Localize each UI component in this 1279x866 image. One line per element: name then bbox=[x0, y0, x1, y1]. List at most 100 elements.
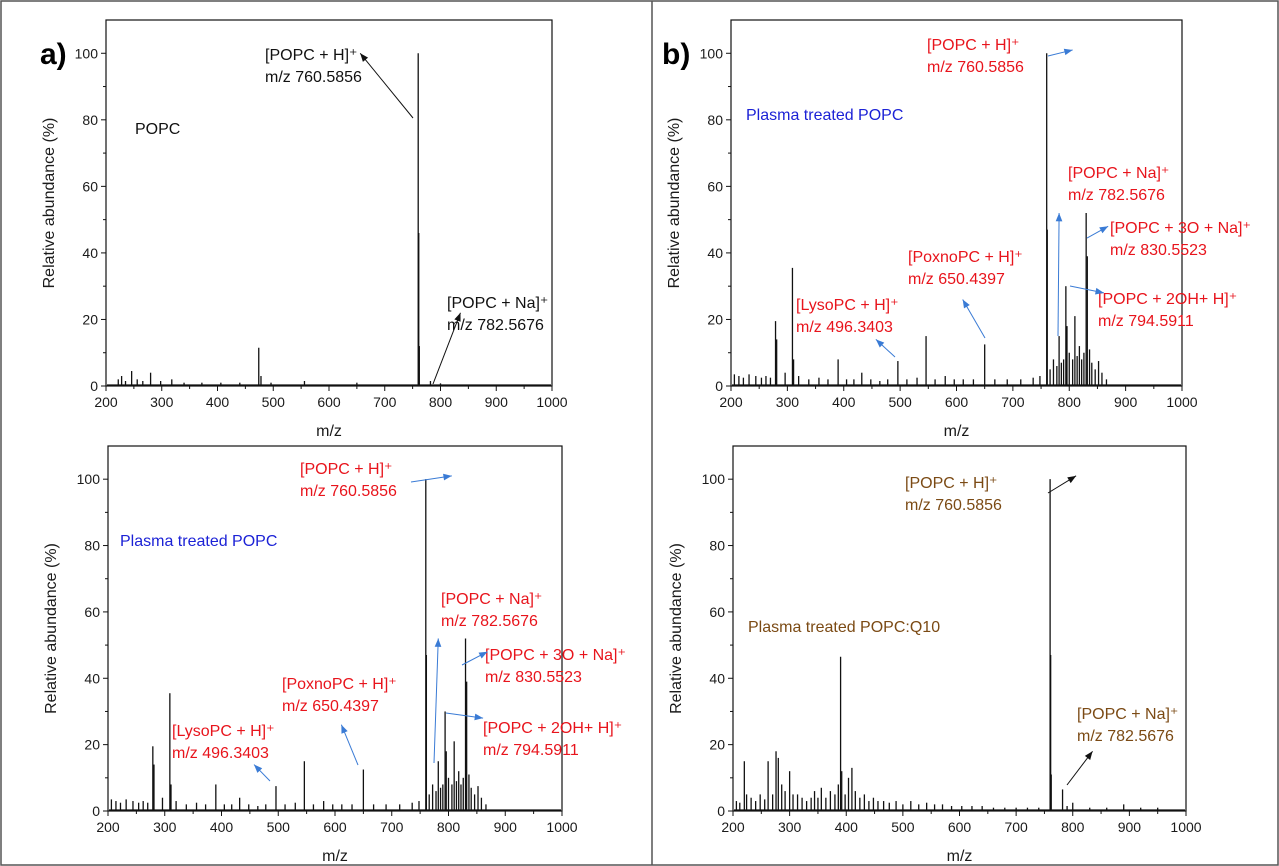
x-tick-label: 700 bbox=[380, 819, 404, 835]
peak-annotation-label: [LysoPC + H]⁺ bbox=[172, 723, 275, 740]
x-tick-label: 800 bbox=[437, 819, 461, 835]
x-tick-label: 400 bbox=[210, 819, 234, 835]
sample-label: Plasma treated POPC bbox=[120, 533, 277, 550]
y-tick-label: 100 bbox=[75, 45, 99, 61]
annotation-arrow-head bbox=[474, 713, 484, 721]
x-tick-label: 900 bbox=[1114, 394, 1138, 410]
annotation-arrow-head bbox=[1095, 287, 1104, 295]
peak-annotation-label: m/z 496.3403 bbox=[796, 319, 893, 336]
peak-annotation-label: [POPC + Na]⁺ bbox=[441, 591, 542, 608]
peak-annotation-label: [LysoPC + H]⁺ bbox=[796, 297, 899, 314]
annotation-arrow-head bbox=[1055, 212, 1063, 222]
peak-annotation-label: m/z 782.5676 bbox=[1077, 728, 1174, 745]
annotation-arrow-line bbox=[433, 638, 439, 764]
x-tick-label: 1000 bbox=[1170, 819, 1201, 835]
peak-annotation-label: m/z 782.5676 bbox=[441, 613, 538, 630]
x-tick-label: 500 bbox=[888, 394, 912, 410]
x-tick-label: 900 bbox=[1118, 819, 1142, 835]
peak-annotation-label: [POPC + 3O + Na]⁺ bbox=[1110, 220, 1251, 237]
y-tick-label: 100 bbox=[77, 471, 101, 487]
peak-annotation-label: [POPC + Na]⁺ bbox=[1077, 706, 1178, 723]
peak-annotation-label: m/z 830.5523 bbox=[485, 669, 582, 686]
panel-letter-b: b) bbox=[662, 38, 690, 71]
x-tick-label: 600 bbox=[945, 394, 969, 410]
x-tick-label: 700 bbox=[373, 394, 397, 410]
peak-annotation-label: m/z 794.5911 bbox=[483, 742, 579, 759]
y-tick-label: 40 bbox=[709, 670, 725, 686]
annotation-arrow-line bbox=[1057, 212, 1060, 337]
peak-annotation-label: m/z 830.5523 bbox=[1110, 242, 1207, 259]
x-axis-label: m/z bbox=[316, 423, 342, 440]
annotation-arrow-head bbox=[454, 312, 461, 322]
annotation-arrow-head bbox=[962, 299, 970, 309]
peak-annotation-label: [POPC + H]⁺ bbox=[905, 475, 997, 492]
y-tick-label: 20 bbox=[82, 311, 98, 327]
sample-label: POPC bbox=[135, 121, 180, 138]
annotation-arrow-head bbox=[478, 651, 488, 659]
y-tick-label: 20 bbox=[84, 737, 100, 753]
y-tick-label: 100 bbox=[702, 471, 726, 487]
y-tick-label: 40 bbox=[82, 245, 98, 261]
peak-annotation-label: m/z 760.5856 bbox=[300, 483, 397, 500]
x-tick-label: 200 bbox=[721, 819, 745, 835]
x-tick-label: 1000 bbox=[546, 819, 577, 835]
annotation-arrow-head bbox=[1084, 751, 1093, 760]
spectrum-plasma-treated-popc-q10: 200 300 400 500 600 700 800 900 1000 0 20 40 60 80 100… bbox=[668, 445, 1202, 865]
x-tick-label: 1000 bbox=[1166, 394, 1197, 410]
x-tick-label: 700 bbox=[1001, 394, 1025, 410]
peak-annotation-label: [POPC + H]⁺ bbox=[927, 37, 1019, 54]
x-tick-label: 400 bbox=[206, 394, 230, 410]
x-tick-label: 600 bbox=[317, 394, 341, 410]
sample-label: Plasma treated POPC bbox=[746, 107, 903, 124]
x-tick-label: 200 bbox=[719, 394, 743, 410]
y-tick-label: 80 bbox=[84, 538, 100, 554]
y-tick-label: 0 bbox=[715, 378, 723, 394]
y-tick-label: 20 bbox=[709, 737, 725, 753]
x-tick-label: 800 bbox=[1058, 394, 1082, 410]
x-tick-label: 300 bbox=[778, 819, 802, 835]
annotation-arrow-head bbox=[443, 473, 452, 481]
annotation-arrow-head bbox=[1067, 475, 1077, 484]
y-axis-label: Relative abundance (%) bbox=[666, 118, 683, 289]
x-tick-label: 500 bbox=[891, 819, 915, 835]
peak-annotation-label: [POPC + Na]⁺ bbox=[1068, 165, 1169, 182]
y-axis-label: Relative abundance (%) bbox=[41, 118, 58, 289]
y-tick-label: 80 bbox=[707, 112, 723, 128]
peak-annotation-label: [POPC + 2OH+ H]⁺ bbox=[1098, 291, 1237, 308]
panel-letter-a: a) bbox=[40, 38, 67, 71]
annotation-arrow-head bbox=[1063, 48, 1073, 56]
annotation-arrow-head bbox=[434, 638, 442, 647]
peak-annotation-label: m/z 760.5856 bbox=[265, 69, 362, 86]
x-tick-label: 800 bbox=[1061, 819, 1085, 835]
spectrum-plasma-treated-popc-a: 200 300 400 500 600 700 800 900 1000 0 20 40 60 80 100… bbox=[43, 445, 626, 865]
peak-annotation-label: [PoxnoPC + H]⁺ bbox=[908, 249, 1023, 266]
peak-annotation-label: m/z 650.4397 bbox=[908, 271, 1005, 288]
x-tick-label: 500 bbox=[262, 394, 286, 410]
peak-annotation-label: m/z 782.5676 bbox=[447, 317, 544, 334]
y-tick-label: 60 bbox=[84, 604, 100, 620]
x-axis-label: m/z bbox=[944, 423, 970, 440]
peak-annotation-label: m/z 650.4397 bbox=[282, 698, 379, 715]
y-axis-label: Relative abundance (%) bbox=[43, 543, 60, 714]
annotation-arrow-head bbox=[875, 339, 885, 348]
x-tick-label: 500 bbox=[267, 819, 291, 835]
x-tick-label: 300 bbox=[776, 394, 800, 410]
annotation-arrow-head bbox=[1099, 226, 1109, 234]
annotation-arrow-head bbox=[360, 53, 369, 62]
y-tick-label: 80 bbox=[82, 112, 98, 128]
peak-annotation-label: m/z 782.5676 bbox=[1068, 187, 1165, 204]
x-tick-label: 600 bbox=[948, 819, 972, 835]
x-tick-label: 300 bbox=[150, 394, 174, 410]
y-tick-label: 40 bbox=[707, 245, 723, 261]
peak-annotation-label: m/z 760.5856 bbox=[927, 59, 1024, 76]
peak-annotation-label: [POPC + 2OH+ H]⁺ bbox=[483, 720, 622, 737]
y-tick-label: 60 bbox=[707, 178, 723, 194]
x-tick-label: 400 bbox=[835, 819, 859, 835]
y-tick-label: 60 bbox=[82, 178, 98, 194]
spectrum-popc: 200 300 400 500 600 700 800 900 1000 0 20 40 60 80 100… bbox=[41, 19, 568, 440]
y-tick-label: 40 bbox=[84, 670, 100, 686]
y-tick-label: 20 bbox=[707, 311, 723, 327]
peak-annotation-label: [POPC + H]⁺ bbox=[265, 47, 357, 64]
